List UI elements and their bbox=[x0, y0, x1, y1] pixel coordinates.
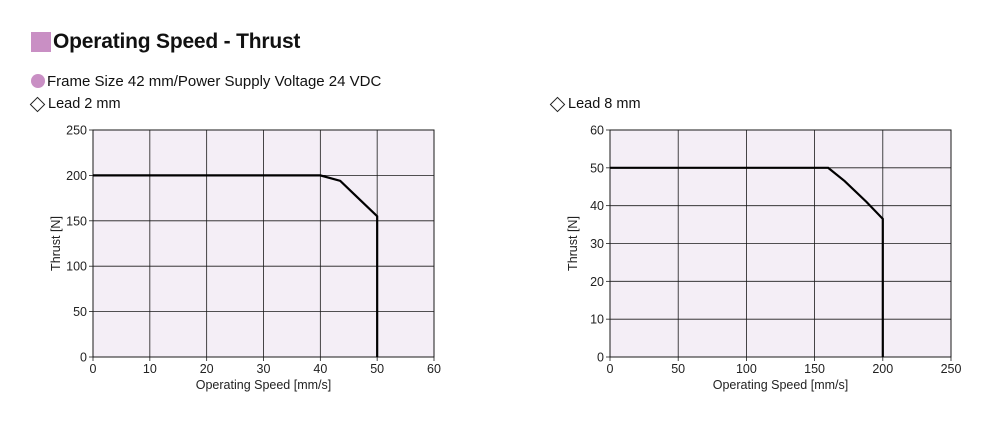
y-tick-label: 10 bbox=[590, 313, 604, 327]
plot-frame bbox=[609, 129, 952, 358]
y-tick-label: 60 bbox=[590, 124, 604, 138]
section-header: Operating Speed - Thrust bbox=[31, 30, 300, 54]
x-tick-label: 200 bbox=[872, 362, 893, 376]
chart-1: 0 10 20 30 40 50 60 0 50 100 150 200 250 Operating Sp… bbox=[49, 124, 441, 393]
chart-2: 0 50 100 150 200 250 0 10 20 30 40 50 60 Operating Sp… bbox=[566, 124, 961, 393]
y-tick-label: 100 bbox=[66, 260, 87, 274]
y-tick-label: 0 bbox=[80, 351, 87, 365]
y-tick-label: 250 bbox=[66, 124, 87, 138]
y-tick-label: 30 bbox=[590, 237, 604, 251]
y-tick-label: 50 bbox=[73, 305, 87, 319]
x-tick-label: 30 bbox=[257, 362, 271, 376]
x-axis-label: Operating Speed [mm/s] bbox=[196, 378, 331, 392]
x-tick-label: 40 bbox=[313, 362, 327, 376]
section-subheader: Frame Size 42 mm/Power Supply Voltage 24… bbox=[31, 71, 381, 91]
x-tick-label: 0 bbox=[607, 362, 614, 376]
x-tick-label: 150 bbox=[804, 362, 825, 376]
y-axis-label: Thrust [N] bbox=[566, 216, 580, 271]
x-tick-label: 0 bbox=[90, 362, 97, 376]
x-tick-label: 10 bbox=[143, 362, 157, 376]
subheader-text: Frame Size 42 mm/Power Supply Voltage 24… bbox=[47, 72, 382, 90]
x-tick-label: 20 bbox=[200, 362, 214, 376]
x-tick-label: 250 bbox=[941, 362, 962, 376]
thrust-curve bbox=[610, 166, 884, 357]
chart-1-label: Lead 2 mm bbox=[29, 95, 121, 113]
y-tick-label: 50 bbox=[590, 161, 604, 175]
y-tick-label: 200 bbox=[66, 169, 87, 183]
x-axis-label: Operating Speed [mm/s] bbox=[713, 378, 848, 392]
section-title: Operating Speed - Thrust bbox=[53, 30, 301, 53]
x-tick-label: 50 bbox=[671, 362, 685, 376]
y-tick-label: 150 bbox=[66, 214, 87, 228]
plot-frame bbox=[92, 129, 435, 358]
header-square-icon bbox=[31, 32, 51, 52]
x-tick-label: 50 bbox=[370, 362, 384, 376]
x-tick-label: 60 bbox=[427, 362, 441, 376]
y-axis-label: Thrust [N] bbox=[49, 216, 63, 271]
chart-2-label: Lead 8 mm bbox=[549, 95, 641, 113]
y-tick-label: 40 bbox=[590, 199, 604, 213]
circle-bullet-icon bbox=[31, 74, 45, 88]
thrust-curve bbox=[93, 174, 379, 357]
x-tick-label: 100 bbox=[736, 362, 757, 376]
chart-1-title: Lead 2 mm bbox=[48, 96, 121, 112]
chart-2-title: Lead 8 mm bbox=[568, 96, 641, 112]
y-tick-label: 20 bbox=[590, 275, 604, 289]
y-tick-label: 0 bbox=[597, 351, 604, 365]
